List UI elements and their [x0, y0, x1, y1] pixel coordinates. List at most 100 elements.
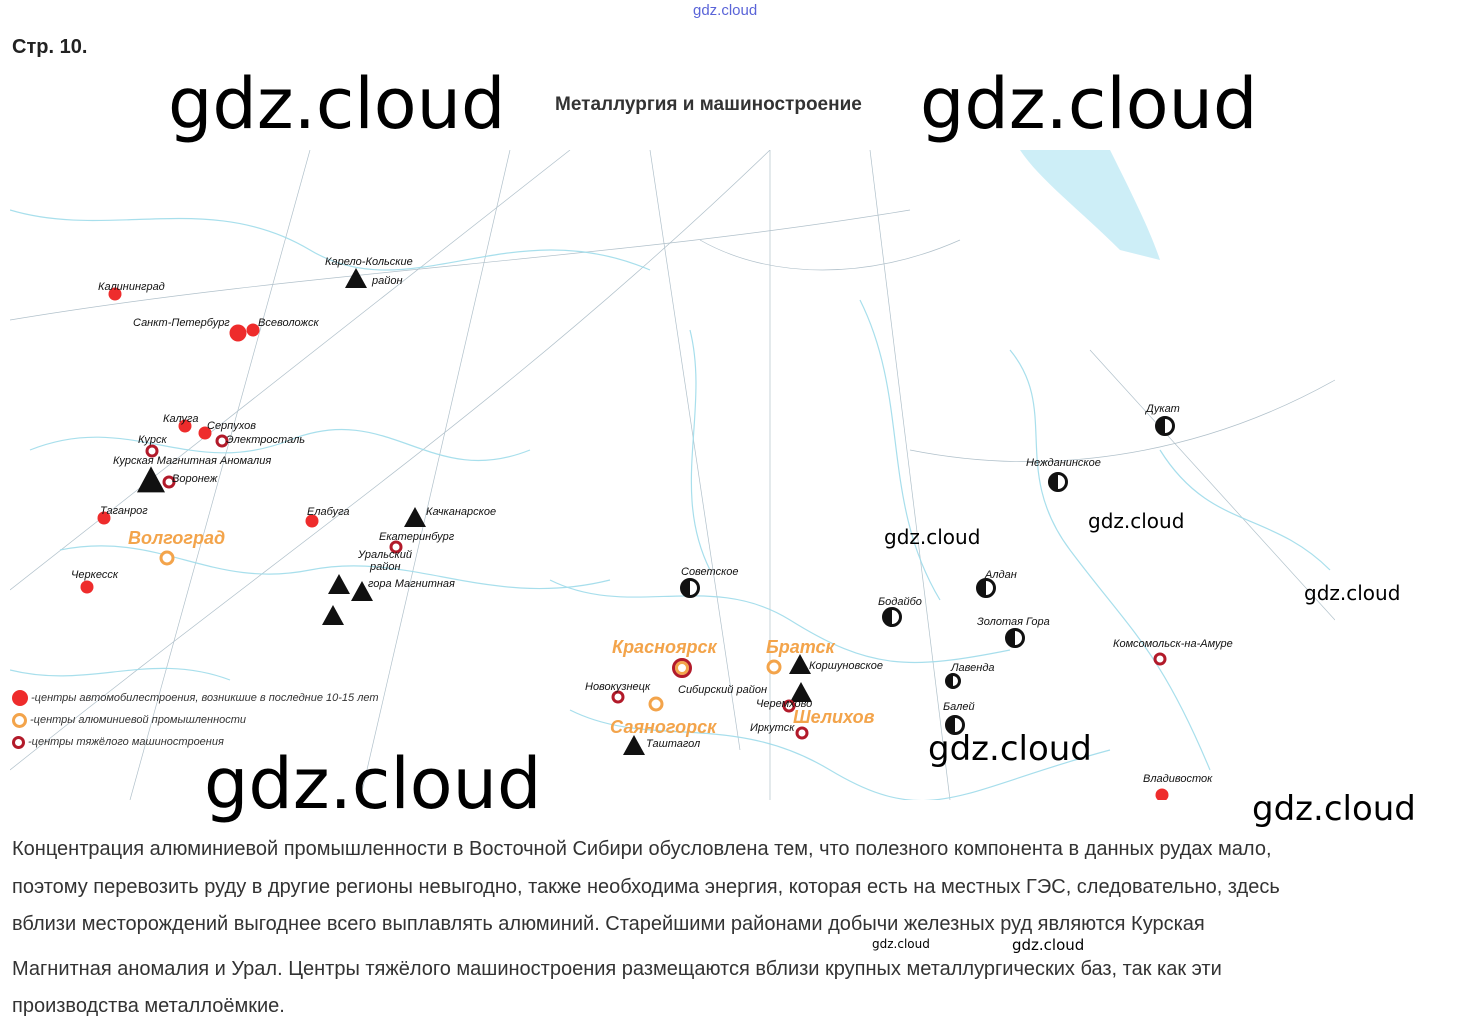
map-label: Уральский — [358, 549, 412, 561]
half-circle-icon — [882, 607, 902, 627]
map-label: Новокузнецк — [585, 681, 651, 693]
map-label: Золотая Гора — [977, 616, 1050, 628]
legend-symbol-icon — [12, 712, 27, 728]
map-label: Курская Магнитная Аномалия — [113, 455, 272, 467]
map-label: Таганрог — [100, 505, 148, 517]
legend-text: -центры автомобилестроения, возникшие в … — [31, 692, 379, 704]
dot-marker-icon — [80, 580, 94, 594]
map-label: Нежданинское — [1026, 457, 1101, 469]
answer-line: поэтому перевозить руду в другие регионы… — [12, 876, 1280, 898]
ring-marker-icon — [389, 540, 403, 554]
map: Карело-Кольские район Калининград Санкт-Пет… — [10, 150, 1335, 800]
map-label: Карело-Кольские — [325, 256, 413, 268]
map-label: Качканарское — [426, 506, 497, 518]
dot-marker-icon — [97, 511, 111, 525]
watermark: gdz.cloud — [884, 525, 981, 549]
legend-item: -центры автомобилестроения, возникшие в … — [12, 690, 379, 706]
watermark: gdz.cloud — [1252, 789, 1416, 829]
map-label: район — [370, 561, 401, 573]
map-label: Красноярск — [612, 637, 717, 657]
legend-text: -центры тяжёлого машиностроения — [28, 736, 224, 748]
ring-marker-icon — [672, 658, 692, 678]
watermark: gdz.cloud — [872, 937, 930, 951]
map-label: Екатеринбург — [379, 531, 455, 543]
answer-line: Концентрация алюминиевой промышленности … — [12, 838, 1272, 860]
map-label: Владивосток — [1143, 773, 1213, 785]
map-label: Советское — [681, 566, 739, 578]
map-label: Курск — [138, 434, 167, 446]
half-circle-icon — [945, 673, 961, 689]
answer-line: Магнитная аномалия и Урал. Центры тяжёло… — [12, 958, 1222, 980]
watermark: gdz.cloud — [1304, 581, 1401, 605]
watermark: gdz.cloud — [920, 63, 1258, 145]
half-circle-icon — [1005, 628, 1025, 648]
mining-triangle-icon — [623, 735, 645, 755]
map-label: Всеволожск — [258, 317, 319, 329]
mining-triangle-icon — [322, 605, 344, 625]
ring-marker-icon — [215, 434, 229, 448]
map-label: Воронеж — [172, 473, 218, 485]
mining-triangle-icon — [404, 507, 426, 527]
ring-marker-icon — [611, 690, 625, 704]
watermark: gdz.cloud — [204, 743, 542, 825]
half-circle-icon — [976, 578, 996, 598]
map-label: Коршуновское — [809, 660, 883, 672]
mining-triangle-icon — [345, 268, 367, 288]
map-label: Сибирский район — [678, 684, 767, 696]
map-label: Калининград — [98, 281, 165, 293]
ring-marker-icon — [766, 659, 782, 675]
map-label: Черкесск — [71, 569, 119, 581]
map-label: Электросталь — [226, 434, 306, 446]
watermark: gdz.cloud — [168, 63, 506, 145]
half-circle-icon — [1155, 416, 1175, 436]
dot-marker-icon — [246, 323, 260, 337]
map-label: Братск — [766, 637, 835, 657]
map-label: район — [372, 275, 403, 287]
map-label: Санкт-Петербург — [133, 317, 230, 329]
ring-marker-icon — [145, 444, 159, 458]
page-number: Стр. 10. — [12, 36, 88, 58]
legend-symbol-icon — [12, 690, 28, 706]
dot-marker-icon — [198, 426, 212, 440]
ring-marker-icon — [795, 726, 809, 740]
map-label: Бодайбо — [878, 596, 922, 608]
dot-marker-icon — [108, 287, 122, 301]
map-background — [10, 150, 1335, 800]
top-watermark: gdz.cloud — [693, 2, 758, 19]
map-label: Волгоград — [128, 528, 226, 548]
map-label: Комсомольск-на-Амуре — [1113, 638, 1233, 650]
dot-marker-icon — [305, 514, 319, 528]
map-label: Таштагол — [646, 738, 701, 750]
dot-marker-icon — [229, 324, 247, 342]
map-label: Елабуга — [307, 506, 350, 518]
map-label: Черемхово — [756, 698, 813, 710]
answer-line: производства металлоёмкие. — [12, 995, 285, 1017]
half-circle-icon — [680, 578, 700, 598]
map-label: Балей — [943, 701, 975, 713]
map-label: гора Магнитная — [368, 578, 455, 590]
mining-triangle-icon — [790, 682, 812, 702]
legend-symbol-icon — [12, 735, 25, 749]
watermark: gdz.cloud — [1088, 509, 1185, 533]
map-label: Лавенда — [951, 662, 995, 674]
half-circle-icon — [945, 715, 965, 735]
map-title: Металлургия и машиностроение — [555, 94, 862, 115]
legend-text: -центры алюминиевой промышленности — [30, 714, 247, 726]
ring-marker-icon — [159, 550, 175, 566]
dot-marker-icon — [1155, 788, 1169, 800]
mining-triangle-icon — [789, 654, 811, 674]
ring-marker-icon — [648, 696, 664, 712]
legend-item: -центры тяжёлого машиностроения — [12, 734, 224, 750]
map-label: Дукат — [1146, 403, 1180, 415]
map-label: Алдан — [985, 569, 1017, 581]
map-label: Саяногорск — [610, 717, 717, 737]
half-circle-icon — [1048, 472, 1068, 492]
dot-marker-icon — [178, 419, 192, 433]
map-label: Калуга — [163, 413, 199, 425]
mining-triangle-icon — [328, 574, 350, 594]
ring-marker-icon — [162, 475, 176, 489]
answer-line: вблизи месторождений выгоднее всего выпл… — [12, 913, 1205, 935]
map-label: Иркутск — [750, 722, 795, 734]
ring-marker-icon — [782, 699, 796, 713]
mining-triangle-icon — [137, 466, 165, 493]
